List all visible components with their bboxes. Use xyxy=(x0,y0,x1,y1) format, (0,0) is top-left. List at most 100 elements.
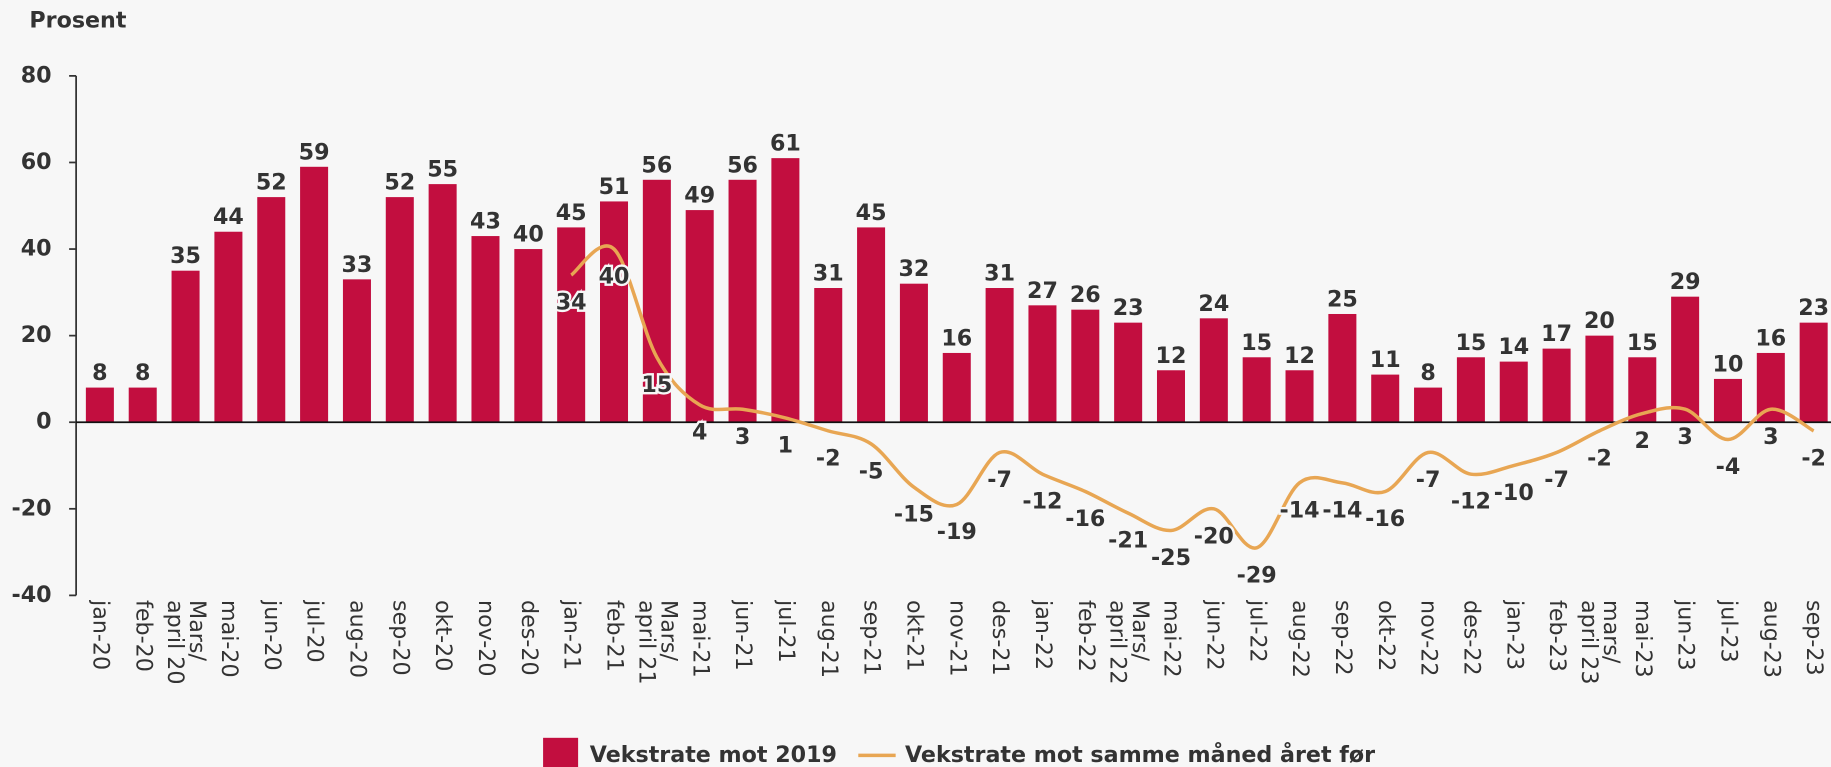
line-value-label: -12 xyxy=(1451,489,1491,515)
bar xyxy=(1542,348,1571,423)
bar xyxy=(985,288,1014,423)
bar-value-label: 10 xyxy=(1713,351,1744,377)
bar xyxy=(257,197,286,423)
y-tick-label: 20 xyxy=(21,322,52,348)
x-tick-label-wrap: jun-22 xyxy=(1185,600,1243,717)
line-value-label: 3 xyxy=(735,424,750,450)
bar xyxy=(171,270,200,423)
x-tick-label: jan-22 xyxy=(1030,600,1056,671)
x-tick-label-wrap: mars/ april 23 xyxy=(1570,600,1628,717)
x-tick-label-box: sep-20 xyxy=(387,600,414,676)
x-tick-label: feb-21 xyxy=(601,600,628,672)
x-tick-label-box: Mars/ april 21 xyxy=(633,600,682,685)
bar xyxy=(1328,313,1357,423)
bar-value-label: 56 xyxy=(727,152,758,178)
bar xyxy=(428,184,457,423)
line-value-label: -16 xyxy=(1365,506,1405,532)
y-tick-label: -20 xyxy=(12,495,52,521)
x-tick-label-wrap: mai-23 xyxy=(1613,600,1671,717)
x-tick-label-wrap: jul-23 xyxy=(1699,600,1757,717)
x-tick-label-box: Mars/ april 22 xyxy=(1105,600,1153,684)
bar xyxy=(1028,305,1057,423)
x-tick-label: sep-23 xyxy=(1801,600,1828,676)
x-tick-label: Mars/ april 20 xyxy=(162,600,211,685)
line-value-label: -19 xyxy=(937,519,977,545)
bar xyxy=(557,227,586,423)
line-value-label: -10 xyxy=(1494,480,1534,506)
bar-value-label: 44 xyxy=(213,204,244,230)
x-tick-label: jan-23 xyxy=(1501,600,1528,671)
x-tick-label: aug-22 xyxy=(1287,600,1313,679)
legend-swatch xyxy=(543,737,579,767)
x-tick-label: aug-23 xyxy=(1758,600,1785,679)
x-tick-label: des-22 xyxy=(1458,600,1485,676)
x-tick-label-box: jun-20 xyxy=(259,600,285,671)
bar-value-label: 55 xyxy=(427,157,458,183)
bar-value-label: 40 xyxy=(513,222,544,248)
line-value-label: 1 xyxy=(778,432,793,458)
x-tick-label: jul-23 xyxy=(1715,600,1742,663)
x-tick-label: jan-21 xyxy=(558,600,585,671)
bar-value-label: 27 xyxy=(1027,278,1058,304)
x-tick-label-box: jul-20 xyxy=(302,600,328,663)
line-value-label: 4 xyxy=(692,419,707,445)
bar-value-label: 59 xyxy=(299,139,330,165)
x-tick-label-wrap: des-22 xyxy=(1442,600,1500,717)
line-value-label: 3 xyxy=(1763,424,1778,450)
line-value-label: -14 xyxy=(1322,497,1362,523)
bar xyxy=(600,201,629,423)
line-value-label: -2 xyxy=(816,445,841,471)
x-tick-label: mai-22 xyxy=(1158,600,1185,678)
x-tick-label-wrap: feb-23 xyxy=(1527,600,1585,717)
bar-value-label: 15 xyxy=(1455,330,1486,356)
line-value-label: 40 xyxy=(599,264,630,290)
x-tick-label: nov-21 xyxy=(944,600,971,677)
bar-value-label: 8 xyxy=(135,360,150,386)
x-tick-label: jun-22 xyxy=(1201,600,1228,671)
x-tick-label-wrap: aug-21 xyxy=(799,600,857,717)
x-tick-label: feb-22 xyxy=(1073,600,1099,672)
x-tick-label-box: jul-21 xyxy=(773,600,799,663)
bar-value-label: 31 xyxy=(984,261,1015,287)
x-tick-label-box: mai-23 xyxy=(1613,600,1671,717)
bar xyxy=(1242,357,1271,423)
bar xyxy=(728,179,757,423)
x-tick-label: feb-23 xyxy=(1544,600,1571,672)
bar-value-label: 45 xyxy=(856,200,887,226)
x-tick-label-box: sep-22 xyxy=(1330,600,1356,676)
x-tick-label: sep-20 xyxy=(387,600,414,676)
x-tick-label-box: jul-23 xyxy=(1699,600,1757,717)
bar-value-label: 16 xyxy=(1755,325,1786,351)
line-value-label: -20 xyxy=(1194,523,1234,549)
bar-value-label: 49 xyxy=(684,183,715,209)
y-tick-label: 80 xyxy=(21,62,52,88)
x-tick-label: Mars/ april 21 xyxy=(633,600,682,685)
line-value-label: 3 xyxy=(1677,424,1692,450)
x-tick-label-box: mai-20 xyxy=(199,600,257,717)
bar xyxy=(385,197,414,423)
line-value-label: -14 xyxy=(1279,497,1319,523)
x-tick-label-box: feb-22 xyxy=(1073,600,1099,672)
x-tick-label-wrap: sep-23 xyxy=(1784,600,1831,717)
x-tick-label: nov-22 xyxy=(1415,600,1442,677)
legend-label: Vekstrate mot samme måned året før xyxy=(905,741,1375,767)
line-value-label: -7 xyxy=(1544,467,1569,493)
x-tick-label-box: des-22 xyxy=(1442,600,1500,717)
bar xyxy=(300,166,329,423)
bar xyxy=(685,210,714,423)
line xyxy=(570,244,1815,550)
line-value-label: -29 xyxy=(1237,562,1277,588)
y-tick-label: -40 xyxy=(12,582,52,608)
x-tick-label-wrap: jan-23 xyxy=(1485,600,1543,717)
bar xyxy=(1371,374,1400,423)
x-tick-label-box: sep-23 xyxy=(1784,600,1831,717)
bar-value-label: 23 xyxy=(1113,295,1144,321)
x-tick-label-wrap: aug-20 xyxy=(328,600,386,717)
bar xyxy=(214,231,243,423)
x-tick-label-box: des-20 xyxy=(516,600,542,676)
x-tick-label-box: aug-21 xyxy=(799,600,857,717)
x-tick-label-wrap: mai-20 xyxy=(199,600,257,717)
x-tick-label-wrap: jan-22 xyxy=(1013,600,1071,717)
x-tick-label-box: okt-21 xyxy=(902,600,928,671)
line-value-label: -2 xyxy=(1801,445,1826,471)
